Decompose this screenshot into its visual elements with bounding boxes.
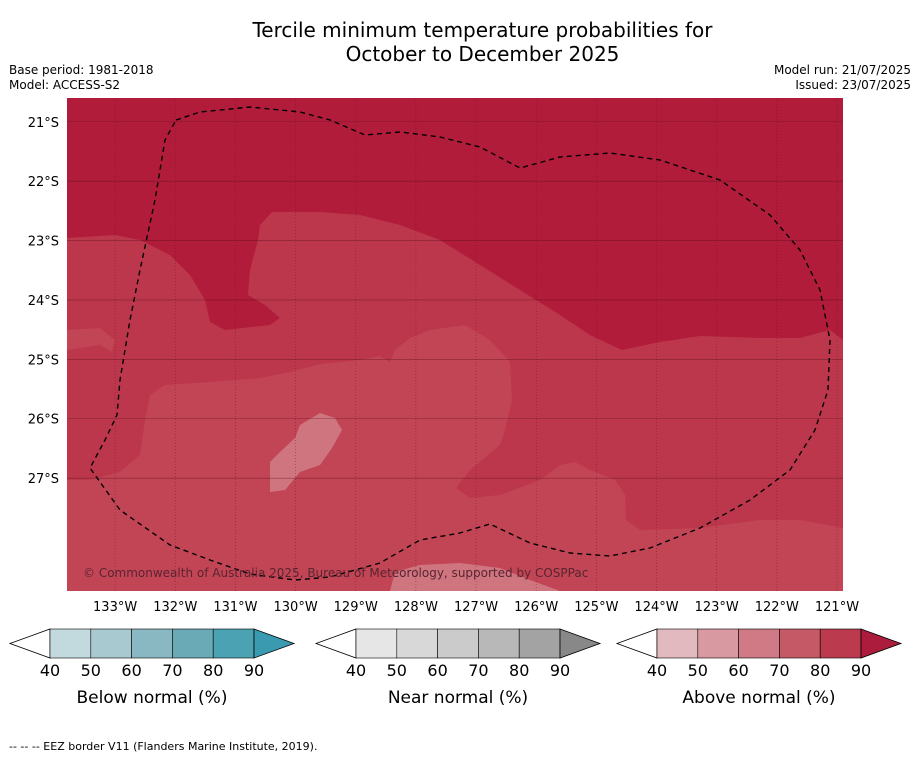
- colorbar-tick-label: 80: [509, 661, 529, 680]
- lat-tick-label: 27°S: [28, 472, 59, 487]
- lon-tick-label: 131°W: [213, 600, 257, 615]
- colorbar-tick-label: 60: [427, 661, 447, 680]
- colorbar-tick-label: 50: [387, 661, 407, 680]
- colorbar-segment: [518, 628, 561, 659]
- colorbar-high-extend: [559, 628, 602, 659]
- colorbar-tick-label: 60: [728, 661, 748, 680]
- lon-tick-label: 130°W: [274, 600, 318, 615]
- lon-tick-label: 127°W: [454, 600, 498, 615]
- colorbar-tick-label: 40: [346, 661, 366, 680]
- colorbar-tick-label: 70: [769, 661, 789, 680]
- lat-tick-label: 26°S: [28, 413, 59, 428]
- longitude-labels: 133°W 132°W 131°W 130°W 129°W 128°W 127°W 126°W…: [93, 600, 859, 615]
- colorbar-segment: [90, 628, 132, 659]
- colorbar-tick-label: 50: [81, 661, 101, 680]
- colorbar-tick-label: 60: [121, 661, 141, 680]
- lat-tick-label: 24°S: [28, 294, 59, 309]
- meta-right: Model run: 21/07/2025 Issued: 23/07/2025: [774, 63, 911, 93]
- colorbar-segment: [738, 628, 780, 659]
- colorbar-low-extend: [615, 628, 658, 659]
- latitude-labels: 21°S 22°S 23°S 24°S 25°S 26°S 27°S: [28, 116, 59, 487]
- colorbar-label: Below normal (%): [77, 688, 228, 708]
- lon-tick-label: 128°W: [394, 600, 438, 615]
- lat-tick-label: 23°S: [28, 235, 59, 250]
- lon-tick-label: 125°W: [574, 600, 618, 615]
- eez-border: [89, 106, 831, 581]
- colorbar-3: 40 50 60 70 80 90 Above normal (%): [615, 628, 903, 708]
- issued-date: Issued: 23/07/2025: [795, 78, 911, 92]
- colorbar-tick-label: 80: [810, 661, 830, 680]
- lon-tick-label: 126°W: [514, 600, 558, 615]
- colorbar-segment: [478, 628, 520, 659]
- colorbar-segment: [355, 628, 398, 659]
- lon-tick-label: 133°W: [93, 600, 137, 615]
- colorbar-1: 40 50 60 70 80 90 Below normal (%): [8, 628, 296, 708]
- colorbar-tick-label: 70: [468, 661, 488, 680]
- map-title: Tercile minimum temperature probabilitie…: [0, 18, 919, 66]
- lat-tick-label: 25°S: [28, 353, 59, 368]
- eez-credit: -- -- -- EEZ border V11 (Flanders Marine…: [9, 740, 318, 753]
- colorbar-low-extend: [314, 628, 357, 659]
- colorbar-label: Above normal (%): [682, 688, 835, 708]
- colorbar-segment: [437, 628, 479, 659]
- lon-tick-label: 124°W: [634, 600, 678, 615]
- zone-above-70-80: [67, 325, 843, 591]
- colorbar-tick-label: 50: [688, 661, 708, 680]
- colorbar-segment: [819, 628, 862, 659]
- colorbar-high-extend: [253, 628, 296, 659]
- base-period: Base period: 1981-2018: [9, 63, 154, 77]
- colorbar-tick-label: 70: [162, 661, 182, 680]
- colorbar-label: Near normal (%): [388, 688, 528, 708]
- colorbar-segment: [131, 628, 173, 659]
- colorbar-segment: [396, 628, 438, 659]
- colorbar-segment: [49, 628, 92, 659]
- colorbar-tick-label: 40: [647, 661, 667, 680]
- zone-above-60-70: [270, 413, 560, 591]
- lon-tick-label: 121°W: [815, 600, 859, 615]
- graticule: [67, 98, 843, 591]
- model-name: Model: ACCESS-S2: [9, 78, 121, 92]
- title-line-1: Tercile minimum temperature probabilitie…: [252, 18, 713, 42]
- colorbars: 40 50 60 70 80 90 Below normal (%) 40 50 60 70 80 90…: [8, 628, 903, 708]
- colorbar-tick-label: 90: [851, 661, 871, 680]
- model-run: Model run: 21/07/2025: [773, 63, 911, 77]
- colorbar-low-extend: [8, 628, 51, 659]
- probability-field: [67, 98, 843, 591]
- colorbar-tick-label: 40: [40, 661, 60, 680]
- meta-left: Base period: 1981-2018 Model: ACCESS-S2: [9, 63, 154, 93]
- lon-tick-label: 129°W: [334, 600, 378, 615]
- lat-tick-label: 21°S: [28, 116, 59, 131]
- lat-tick-label: 22°S: [28, 175, 59, 190]
- colorbar-segment: [656, 628, 699, 659]
- title-line-2: October to December 2025: [345, 42, 620, 66]
- colorbar-2: 40 50 60 70 80 90 Near normal (%): [314, 628, 602, 708]
- colorbar-tick-label: 90: [244, 661, 264, 680]
- colorbar-segment: [172, 628, 214, 659]
- copyright-text: © Commonwealth of Australia 2025, Bureau…: [83, 566, 588, 580]
- lon-tick-label: 122°W: [755, 600, 799, 615]
- colorbar-segment: [212, 628, 255, 659]
- colorbar-segment: [697, 628, 739, 659]
- colorbar-tick-label: 80: [203, 661, 223, 680]
- colorbar-tick-label: 90: [550, 661, 570, 680]
- colorbar-high-extend: [860, 628, 903, 659]
- colorbar-segment: [779, 628, 821, 659]
- lon-tick-label: 123°W: [695, 600, 739, 615]
- lon-tick-label: 132°W: [153, 600, 197, 615]
